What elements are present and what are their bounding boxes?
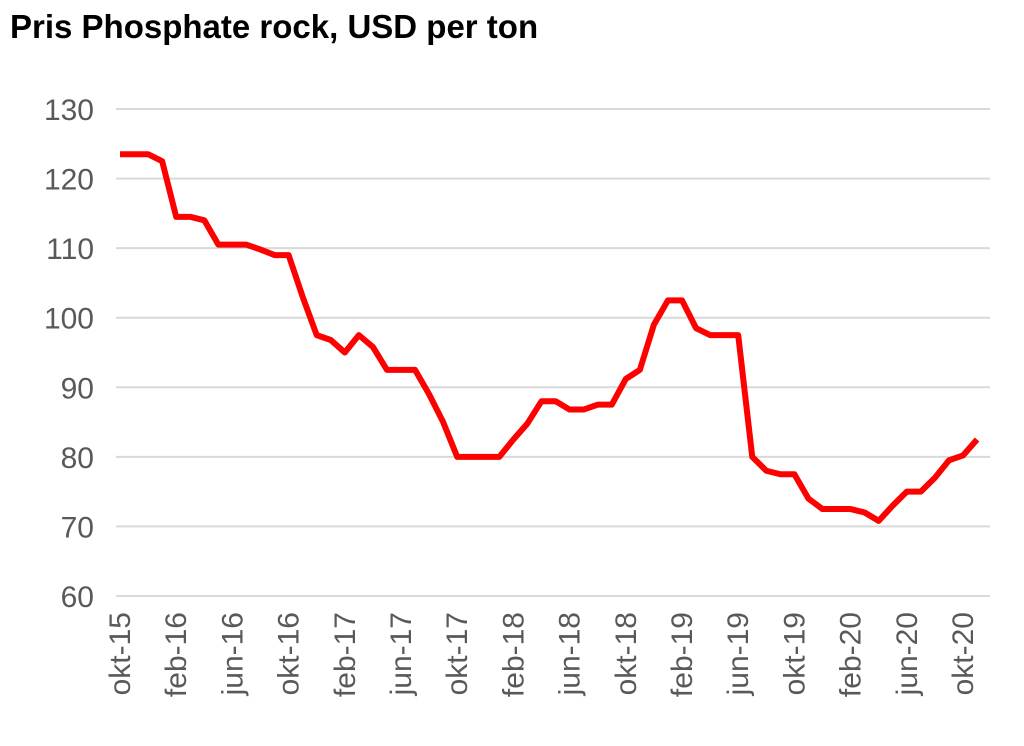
x-tick-label: jun-20 bbox=[891, 612, 924, 696]
x-tick-label: okt-16 bbox=[273, 612, 306, 695]
x-tick-label: jun-16 bbox=[216, 612, 249, 696]
x-tick-label: feb-20 bbox=[835, 612, 868, 697]
gridlines bbox=[116, 108, 990, 597]
y-tick-label: 90 bbox=[61, 372, 94, 405]
x-tick-label: feb-19 bbox=[666, 612, 699, 697]
x-tick-label: okt-15 bbox=[104, 612, 137, 695]
x-tick-label: jun-18 bbox=[554, 612, 587, 696]
y-tick-label: 110 bbox=[46, 233, 94, 266]
x-tick-label: okt-18 bbox=[610, 612, 643, 695]
y-tick-label: 60 bbox=[61, 581, 94, 614]
x-axis-ticks: okt-15 feb-16 jun-16 okt-16 feb-17 jun-17 okt-… bbox=[104, 612, 980, 697]
y-tick-label: 70 bbox=[61, 511, 94, 544]
x-tick-label: okt-17 bbox=[441, 612, 474, 695]
x-tick-label: jun-17 bbox=[385, 612, 418, 696]
y-tick-label: 130 bbox=[44, 94, 94, 127]
x-tick-label: okt-20 bbox=[947, 612, 980, 695]
y-axis-ticks: 60 70 80 90 100 110 120 130 bbox=[44, 94, 94, 614]
y-tick-label: 120 bbox=[44, 164, 94, 197]
x-tick-label: jun-19 bbox=[722, 612, 755, 696]
x-tick-label: feb-16 bbox=[160, 612, 193, 697]
x-tick-label: feb-17 bbox=[329, 612, 362, 697]
y-tick-label: 80 bbox=[61, 442, 94, 475]
series-line bbox=[120, 151, 980, 524]
x-tick-label: okt-19 bbox=[778, 612, 811, 695]
y-tick-label: 100 bbox=[44, 303, 94, 336]
x-tick-label: feb-18 bbox=[497, 612, 530, 697]
chart-title: Pris Phosphate rock, USD per ton bbox=[10, 8, 539, 45]
